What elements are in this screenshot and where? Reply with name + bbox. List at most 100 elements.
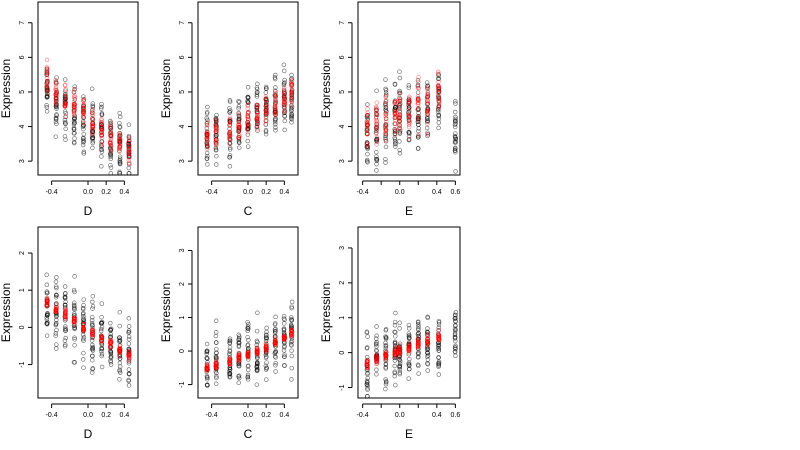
data-point [273, 339, 278, 345]
data-point [236, 122, 242, 128]
data-point [53, 309, 59, 315]
data-point [98, 320, 104, 326]
data-point [273, 344, 278, 349]
data-point [89, 321, 95, 326]
data-point [99, 351, 105, 357]
data-point [289, 328, 294, 333]
data-point [255, 350, 260, 355]
data-point [63, 102, 68, 107]
data-point [453, 353, 458, 359]
data-point [272, 338, 278, 344]
data-point [228, 132, 233, 138]
data-point [364, 121, 370, 127]
data-point [282, 363, 287, 368]
data-point [81, 328, 86, 333]
data-point [264, 345, 269, 351]
data-point [204, 368, 210, 373]
data-point [227, 135, 232, 141]
data-point [90, 304, 96, 309]
data-point [44, 82, 50, 87]
data-point [108, 123, 113, 129]
data-point [117, 349, 122, 355]
data-point [392, 349, 398, 354]
data-point [436, 348, 442, 353]
data-point [108, 334, 113, 339]
data-point [288, 339, 294, 345]
data-point [407, 344, 412, 349]
data-point [71, 89, 77, 94]
data-point [227, 141, 232, 146]
data-point [108, 162, 113, 168]
data-point [236, 351, 242, 356]
data-point [117, 377, 122, 382]
y-tick-label: 7 [339, 21, 346, 25]
data-point [81, 350, 86, 356]
data-point [117, 120, 122, 126]
data-point [289, 81, 294, 87]
data-point [374, 353, 379, 359]
data-point [254, 328, 260, 334]
data-point [245, 144, 251, 149]
data-point [374, 107, 379, 113]
data-point [246, 110, 251, 116]
data-point [374, 105, 379, 111]
data-point [44, 103, 49, 108]
data-point [364, 367, 370, 372]
data-point [227, 131, 232, 136]
data-point [436, 89, 442, 95]
data-point [273, 91, 278, 96]
data-point [90, 103, 95, 109]
data-point [246, 126, 251, 132]
data-point [281, 348, 287, 353]
data-point [54, 101, 59, 107]
data-point [213, 118, 219, 123]
data-point [99, 147, 105, 153]
data-point [392, 345, 398, 350]
data-point [126, 151, 132, 156]
data-point [436, 71, 441, 76]
data-point [263, 111, 269, 116]
data-point [81, 98, 86, 104]
data-point [453, 343, 458, 349]
data-point [44, 302, 50, 307]
data-point [81, 149, 87, 155]
data-point [80, 118, 86, 124]
data-point [80, 322, 86, 327]
data-point [90, 327, 95, 333]
data-point [425, 368, 430, 373]
data-point [227, 131, 232, 137]
data-point [425, 116, 430, 121]
data-point [99, 301, 105, 306]
data-point [406, 326, 412, 331]
data-point [406, 101, 411, 106]
data-point [397, 349, 402, 355]
data-point [392, 351, 397, 357]
data-point [383, 144, 389, 150]
data-point [272, 106, 278, 111]
data-point [81, 326, 86, 332]
data-point [407, 108, 412, 114]
data-point [45, 94, 50, 99]
data-point [245, 113, 250, 118]
data-point [237, 357, 242, 363]
data-point [373, 114, 379, 120]
data-point [99, 117, 104, 122]
data-point [117, 346, 122, 352]
data-point [205, 376, 210, 382]
data-point [425, 357, 431, 362]
data-point [117, 309, 123, 315]
data-point [72, 116, 77, 121]
data-point [393, 115, 398, 120]
data-point [117, 140, 122, 145]
data-point [214, 362, 219, 367]
data-point [63, 310, 68, 315]
data-point [205, 120, 210, 125]
data-point [99, 133, 104, 138]
data-point [54, 101, 59, 107]
data-point [71, 104, 77, 110]
data-point [436, 100, 442, 105]
data-point [406, 98, 412, 104]
data-point [44, 272, 49, 278]
